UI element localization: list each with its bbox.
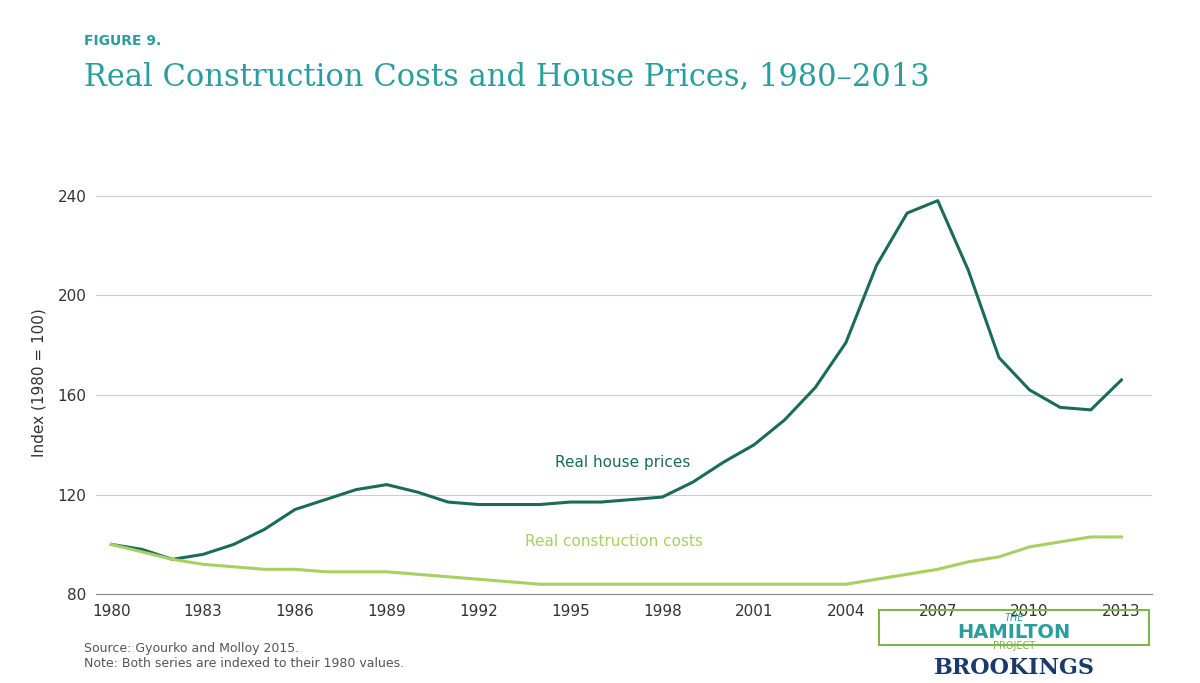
Text: THE: THE [1004,613,1024,623]
Text: FIGURE 9.: FIGURE 9. [84,34,161,48]
Text: Real construction costs: Real construction costs [524,534,702,549]
Text: Real Construction Costs and House Prices, 1980–2013: Real Construction Costs and House Prices… [84,61,930,92]
Bar [878,610,1150,645]
Text: HAMILTON: HAMILTON [958,623,1070,642]
Text: Real house prices: Real house prices [556,455,690,470]
Text: BROOKINGS: BROOKINGS [934,657,1094,679]
Y-axis label: Index (1980 = 100): Index (1980 = 100) [31,308,46,457]
Text: PROJECT: PROJECT [992,641,1036,651]
Text: Source: Gyourko and Molloy 2015.
Note: Both series are indexed to their 1980 val: Source: Gyourko and Molloy 2015. Note: B… [84,642,404,670]
